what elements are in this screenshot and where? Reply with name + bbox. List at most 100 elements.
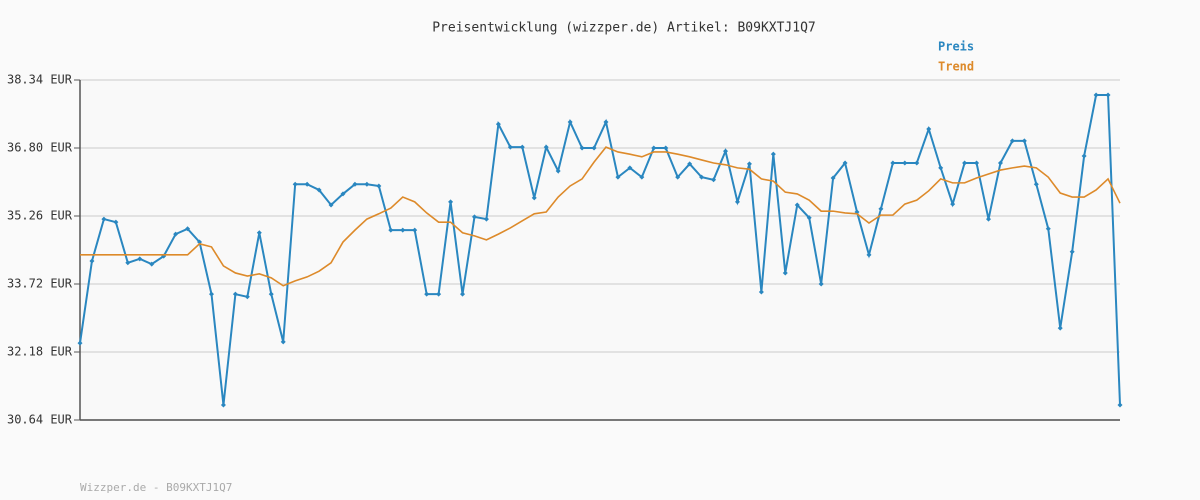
point [746, 161, 752, 167]
y-tick-label: 33.72 EUR [7, 277, 73, 291]
point [483, 216, 489, 222]
point [388, 227, 394, 233]
y-tick-label: 36.80 EUR [7, 141, 73, 155]
point [1021, 138, 1027, 144]
point [591, 145, 597, 151]
y-tick-label: 30.64 EUR [7, 413, 73, 427]
point [376, 183, 382, 189]
point [950, 201, 956, 207]
point [699, 174, 705, 180]
line-0 [79, 94, 1121, 406]
point [220, 402, 226, 408]
point [340, 191, 346, 197]
point [1033, 181, 1039, 187]
point [758, 289, 764, 295]
point [101, 216, 107, 222]
point [974, 160, 980, 166]
chart-title: Preisentwicklung (wizzper.de) Artikel: B… [432, 21, 816, 36]
point [555, 168, 561, 174]
point [734, 199, 740, 205]
plot-area [80, 80, 1120, 420]
point [938, 165, 944, 171]
point [149, 261, 155, 267]
point [197, 239, 203, 245]
point [567, 119, 573, 125]
point [794, 202, 800, 208]
point [926, 126, 932, 132]
point [1069, 249, 1075, 255]
point [1057, 325, 1063, 331]
point [1117, 402, 1123, 408]
point [256, 230, 262, 236]
point [173, 231, 179, 237]
point [986, 216, 992, 222]
point [292, 181, 298, 187]
point [770, 151, 776, 157]
point [627, 165, 633, 171]
point [113, 219, 119, 225]
point [890, 160, 896, 166]
point [137, 256, 143, 262]
point [232, 291, 238, 297]
point [962, 160, 968, 166]
point [125, 260, 131, 266]
point [830, 175, 836, 181]
footer: Wizzper.de - B09KXTJ1Q7 [80, 481, 232, 494]
y-tick-label: 32.18 EUR [7, 345, 73, 359]
y-tick-label: 38.34 EUR [7, 73, 73, 87]
point [89, 258, 95, 264]
point [280, 339, 286, 345]
point [866, 252, 872, 258]
point [436, 291, 442, 297]
point [603, 119, 609, 125]
point [304, 181, 310, 187]
point [711, 177, 717, 183]
point [471, 214, 477, 220]
point [687, 161, 693, 167]
legend-entry: Preis [938, 40, 974, 54]
point [400, 227, 406, 233]
point [1105, 92, 1111, 98]
point [579, 145, 585, 151]
point [448, 199, 454, 205]
point [615, 174, 621, 180]
point [412, 227, 418, 233]
point [328, 202, 334, 208]
point [997, 160, 1003, 166]
point [651, 145, 657, 151]
point [460, 291, 466, 297]
grid: 30.64 EUR 32.18 EUR 33.72 EUR 35.26 EUR 36.8… [7, 73, 1120, 427]
y-tick-label: 35.26 EUR [7, 209, 73, 223]
point [495, 121, 501, 127]
point [675, 174, 681, 180]
point [1081, 153, 1087, 159]
point [878, 206, 884, 212]
point [519, 144, 525, 150]
point [543, 144, 549, 150]
point [1009, 138, 1015, 144]
point [818, 281, 824, 287]
legend-entry: Trend [938, 60, 974, 74]
point [268, 291, 274, 297]
point [507, 144, 513, 150]
point [663, 145, 669, 151]
point [316, 187, 322, 193]
point [244, 294, 250, 300]
point [914, 160, 920, 166]
point [902, 160, 908, 166]
point [424, 291, 430, 297]
point [723, 148, 729, 154]
point [364, 181, 370, 187]
point [531, 195, 537, 201]
point [639, 174, 645, 180]
point [1093, 92, 1099, 98]
point [352, 181, 358, 187]
line-1 [80, 146, 1121, 287]
point [1045, 226, 1051, 232]
point [208, 291, 214, 297]
point [77, 340, 83, 346]
plot [77, 92, 1123, 408]
point [842, 160, 848, 166]
point [782, 270, 788, 276]
point [806, 215, 812, 221]
